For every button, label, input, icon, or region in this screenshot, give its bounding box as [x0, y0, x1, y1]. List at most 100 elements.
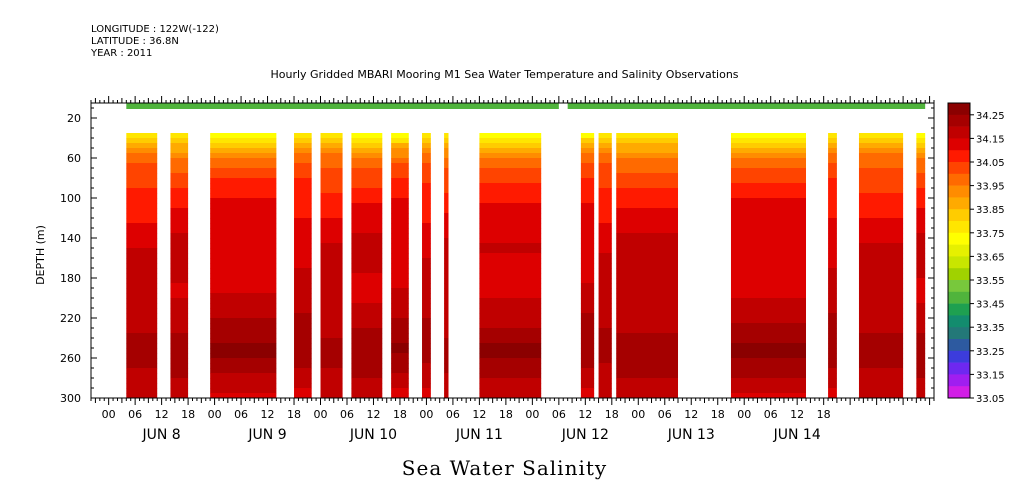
salinity-cell [828, 138, 837, 144]
salinity-cell [210, 168, 277, 174]
salinity-cell [170, 393, 189, 399]
colorbar-swatch [948, 350, 970, 363]
salinity-cell [210, 353, 277, 359]
salinity-cell [858, 353, 904, 359]
data-segment [598, 133, 612, 399]
salinity-cell [616, 288, 679, 294]
colorbar-label: 33.65 [976, 252, 1005, 263]
salinity-cell [422, 203, 431, 209]
longitude-label: LONGITUDE : 122W(-122) [91, 24, 219, 35]
salinity-cell [170, 353, 189, 359]
salinity-cell [580, 368, 595, 374]
salinity-cell [391, 153, 409, 159]
salinity-cell [479, 298, 542, 304]
salinity-cell [828, 383, 837, 389]
salinity-cell [126, 293, 158, 299]
salinity-cell [580, 388, 595, 394]
salinity-cell [828, 318, 837, 324]
salinity-cell [422, 208, 431, 214]
salinity-cell [391, 213, 409, 219]
salinity-cell [170, 203, 189, 209]
salinity-cell [126, 288, 158, 294]
salinity-cell [828, 193, 837, 199]
y-tick-label: 100 [60, 192, 81, 205]
salinity-cell [294, 358, 312, 364]
salinity-cell [126, 218, 158, 224]
x-hour-label: 06 [128, 408, 142, 421]
salinity-cell [126, 358, 158, 364]
salinity-cell [391, 163, 409, 169]
salinity-cell [170, 138, 189, 144]
salinity-cell [320, 183, 343, 189]
salinity-cell [580, 263, 595, 269]
x-hour-label: 00 [314, 408, 328, 421]
salinity-cell [616, 188, 679, 194]
salinity-cell [828, 303, 837, 309]
salinity-cell [294, 133, 312, 139]
salinity-cell [351, 233, 383, 239]
salinity-cell [444, 293, 449, 299]
salinity-cell [916, 198, 926, 204]
salinity-cell [616, 323, 679, 329]
salinity-cell [828, 273, 837, 279]
salinity-cell [351, 218, 383, 224]
metadata-header: LONGITUDE : 122W(-122) LATITUDE : 36.8N … [91, 24, 219, 60]
salinity-cell [580, 308, 595, 314]
salinity-cell [616, 293, 679, 299]
salinity-cell [294, 278, 312, 284]
salinity-cell [598, 223, 612, 229]
colorbar-swatch [948, 209, 970, 222]
salinity-cell [320, 388, 343, 394]
salinity-cell [444, 188, 449, 194]
colorbar-swatch [948, 244, 970, 257]
salinity-cell [479, 173, 542, 179]
salinity-cell [479, 163, 542, 169]
salinity-cell [294, 213, 312, 219]
salinity-cell [828, 328, 837, 334]
salinity-cell [422, 323, 431, 329]
salinity-cell [391, 178, 409, 184]
salinity-cell [210, 218, 277, 224]
salinity-cell [126, 363, 158, 369]
salinity-cell [210, 273, 277, 279]
salinity-cell [210, 393, 277, 399]
salinity-cell [730, 198, 807, 204]
salinity-cell [210, 373, 277, 379]
salinity-cell [828, 308, 837, 314]
salinity-cell [730, 253, 807, 259]
salinity-cell [916, 193, 926, 199]
salinity-cell [422, 338, 431, 344]
salinity-cell [170, 153, 189, 159]
salinity-cell [916, 388, 926, 394]
salinity-cell [422, 163, 431, 169]
salinity-cell [730, 243, 807, 249]
salinity-cell [616, 348, 679, 354]
salinity-cell [479, 233, 542, 239]
salinity-cell [858, 248, 904, 254]
salinity-cell [351, 373, 383, 379]
salinity-cell [422, 263, 431, 269]
x-date-label: JUN 12 [561, 427, 609, 443]
salinity-cell [210, 388, 277, 394]
salinity-cell [126, 258, 158, 264]
salinity-cell [858, 183, 904, 189]
salinity-cell [916, 138, 926, 144]
salinity-cell [730, 353, 807, 359]
salinity-cell [916, 218, 926, 224]
salinity-cell [391, 388, 409, 394]
salinity-cell [351, 283, 383, 289]
salinity-cell [126, 173, 158, 179]
salinity-cell [391, 203, 409, 209]
salinity-cell [351, 368, 383, 374]
salinity-cell [351, 168, 383, 174]
salinity-cell [730, 183, 807, 189]
salinity-cell [422, 228, 431, 234]
x-hour-label: 00 [737, 408, 751, 421]
salinity-cell [170, 148, 189, 154]
salinity-cell [351, 363, 383, 369]
salinity-cell [479, 343, 542, 349]
salinity-cell [170, 273, 189, 279]
salinity-cell [170, 238, 189, 244]
salinity-cell [294, 298, 312, 304]
